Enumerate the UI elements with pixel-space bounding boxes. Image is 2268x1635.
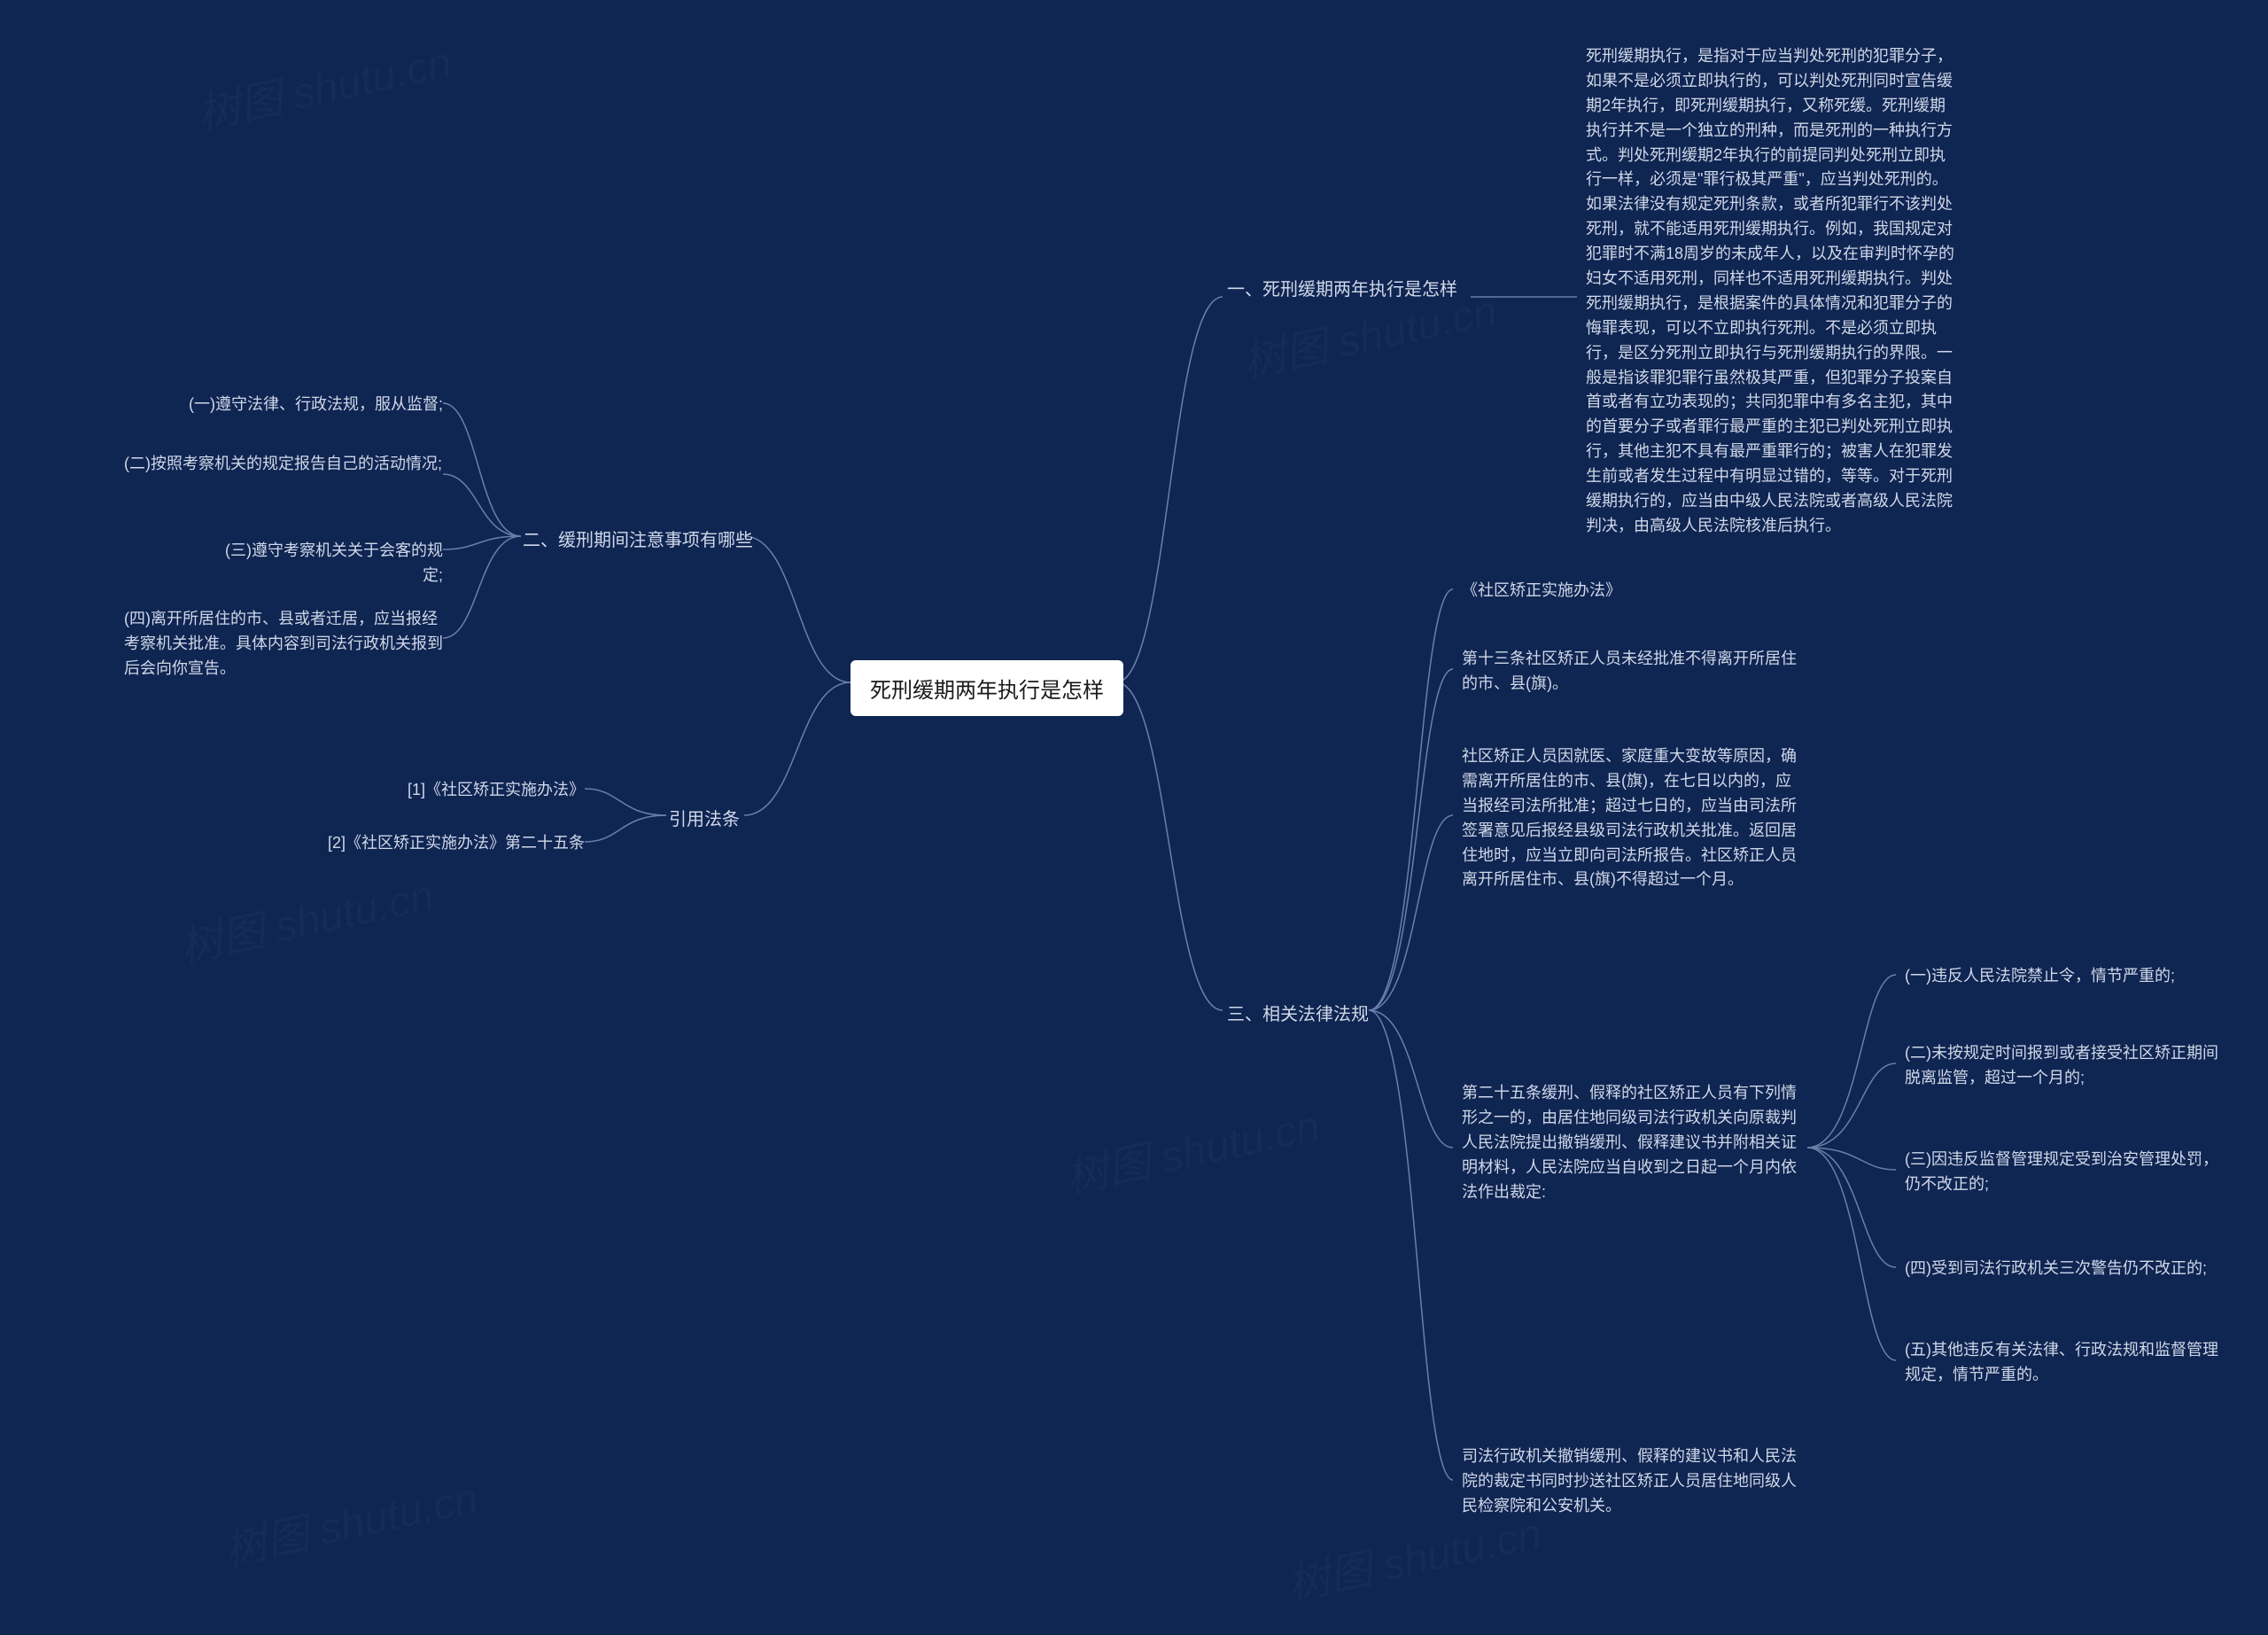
center-node: 死刑缓期两年执行是怎样 xyxy=(850,660,1123,716)
leaf-sub25-0: (一)违反人民法院禁止令，情节严重的; xyxy=(1905,964,2233,989)
leaf-cite-1: [2]《社区矫正实施办法》第二十五条 xyxy=(319,831,585,856)
leaf-right-1: 死刑缓期执行，是指对于应当判处死刑的犯罪分子，如果不是必须立即执行的，可以判处死… xyxy=(1586,44,1958,539)
leaf-right-3-1: 第十三条社区矫正人员未经批准不得离开所居住的市、县(旗)。 xyxy=(1462,647,1798,697)
leaf-cite-0: [1]《社区矫正实施办法》 xyxy=(381,778,585,803)
branch-left-2: 二、缓刑期间注意事项有哪些 xyxy=(523,526,753,551)
leaf-sub25-2: (三)因违反监督管理规定受到治安管理处罚，仍不改正的; xyxy=(1905,1148,2233,1197)
leaf-left-2-0: (一)遵守法律、行政法规，服从监督; xyxy=(159,393,443,417)
leaf-left-2-1: (二)按照考察机关的规定报告自己的活动情况; xyxy=(124,452,443,477)
leaf-right-3-3: 第二十五条缓刑、假释的社区矫正人员有下列情形之一的，由居住地同级司法行政机关向原… xyxy=(1462,1081,1798,1204)
branch-right-3: 三、相关法律法规 xyxy=(1227,1000,1369,1025)
leaf-left-2-3: (四)离开所居住的市、县或者迁居，应当报经考察机关批准。具体内容到司法行政机关报… xyxy=(124,607,443,681)
leaf-sub25-1: (二)未按规定时间报到或者接受社区矫正期间脱离监管，超过一个月的; xyxy=(1905,1041,2233,1091)
leaf-sub25-3: (四)受到司法行政机关三次警告仍不改正的; xyxy=(1905,1257,2233,1281)
leaf-right-3-2: 社区矫正人员因就医、家庭重大变故等原因，确需离开所居住的市、县(旗)，在七日以内… xyxy=(1462,744,1798,892)
watermark: 树图 shutu.cn xyxy=(218,1463,483,1577)
leaf-right-3-4: 司法行政机关撤销缓刑、假释的建议书和人民法院的裁定书同时抄送社区矫正人员居住地同… xyxy=(1462,1444,1798,1519)
leaf-right-3-0: 《社区矫正实施办法》 xyxy=(1462,579,1798,603)
watermark: 树图 shutu.cn xyxy=(174,860,439,975)
watermark: 树图 shutu.cn xyxy=(191,27,456,142)
watermark: 树图 shutu.cn xyxy=(1060,1091,1324,1205)
leaf-sub25-4: (五)其他违反有关法律、行政法规和监督管理规定，情节严重的。 xyxy=(1905,1338,2233,1388)
leaf-left-2-2: (三)遵守考察机关关于会客的规定; xyxy=(213,539,443,588)
branch-right-1: 一、死刑缓期两年执行是怎样 xyxy=(1227,275,1475,300)
branch-left-cite: 引用法条 xyxy=(669,805,740,830)
